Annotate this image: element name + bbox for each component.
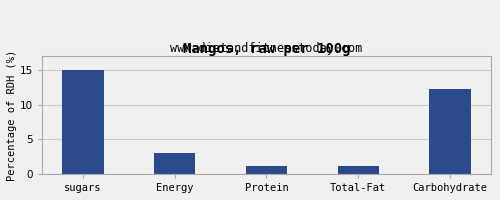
Bar bbox=[246, 166, 287, 174]
Title: Mangos, raw per 100g: Mangos, raw per 100g bbox=[182, 42, 350, 56]
Bar bbox=[430, 89, 470, 174]
Y-axis label: Percentage of RDH (%): Percentage of RDH (%) bbox=[7, 49, 17, 181]
Bar bbox=[62, 70, 104, 174]
Text: www.dietandfitnesstoday.com: www.dietandfitnesstoday.com bbox=[170, 42, 362, 55]
Bar bbox=[154, 153, 196, 174]
Bar bbox=[338, 166, 379, 174]
